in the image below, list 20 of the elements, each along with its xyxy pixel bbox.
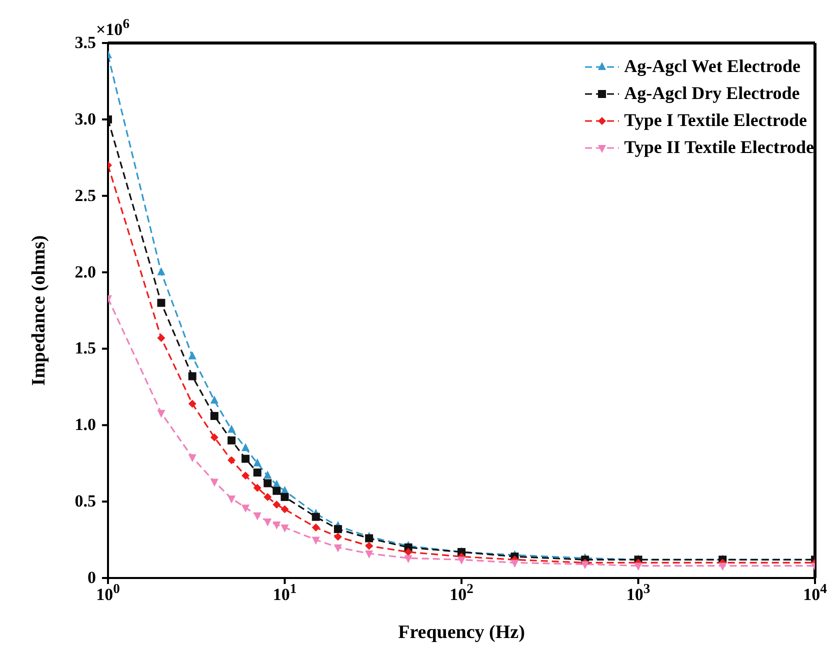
legend-label: Type I Textile Electrode [624, 110, 807, 131]
y-tick-label: 3.5 [74, 33, 96, 52]
y-tick-label: 1.5 [74, 338, 96, 358]
legend-label: Ag-Agcl Dry Electrode [624, 83, 800, 104]
x-tick-label: 10$^{1}$ [272, 580, 297, 604]
x-tick-label: 10$^{2}$ [450, 580, 474, 604]
y-tick-label: 1.0 [74, 415, 96, 434]
y-tick-label: 0.5 [74, 492, 96, 511]
x-axis-title: Frequency (Hz) [398, 622, 525, 643]
y-tick-label: 2.5 [74, 186, 96, 205]
y-axis-title: Impedance (ohms) [28, 235, 50, 386]
x-tick-label: 10$^{4}$ [803, 580, 828, 604]
y-tick-label: 2.0 [74, 262, 96, 282]
x-tick-label: 10$^{3}$ [626, 580, 650, 604]
text: ×10$^{6}$ [96, 16, 130, 39]
y-tick-label: 0 [88, 568, 96, 587]
legend-label: Type II Textile Electrode [624, 137, 814, 158]
legend-label: Ag-Agcl Wet Electrode [624, 56, 800, 77]
y-tick-label: 3.0 [74, 109, 96, 128]
x-tick-label: 10$^{0}$ [96, 580, 120, 604]
